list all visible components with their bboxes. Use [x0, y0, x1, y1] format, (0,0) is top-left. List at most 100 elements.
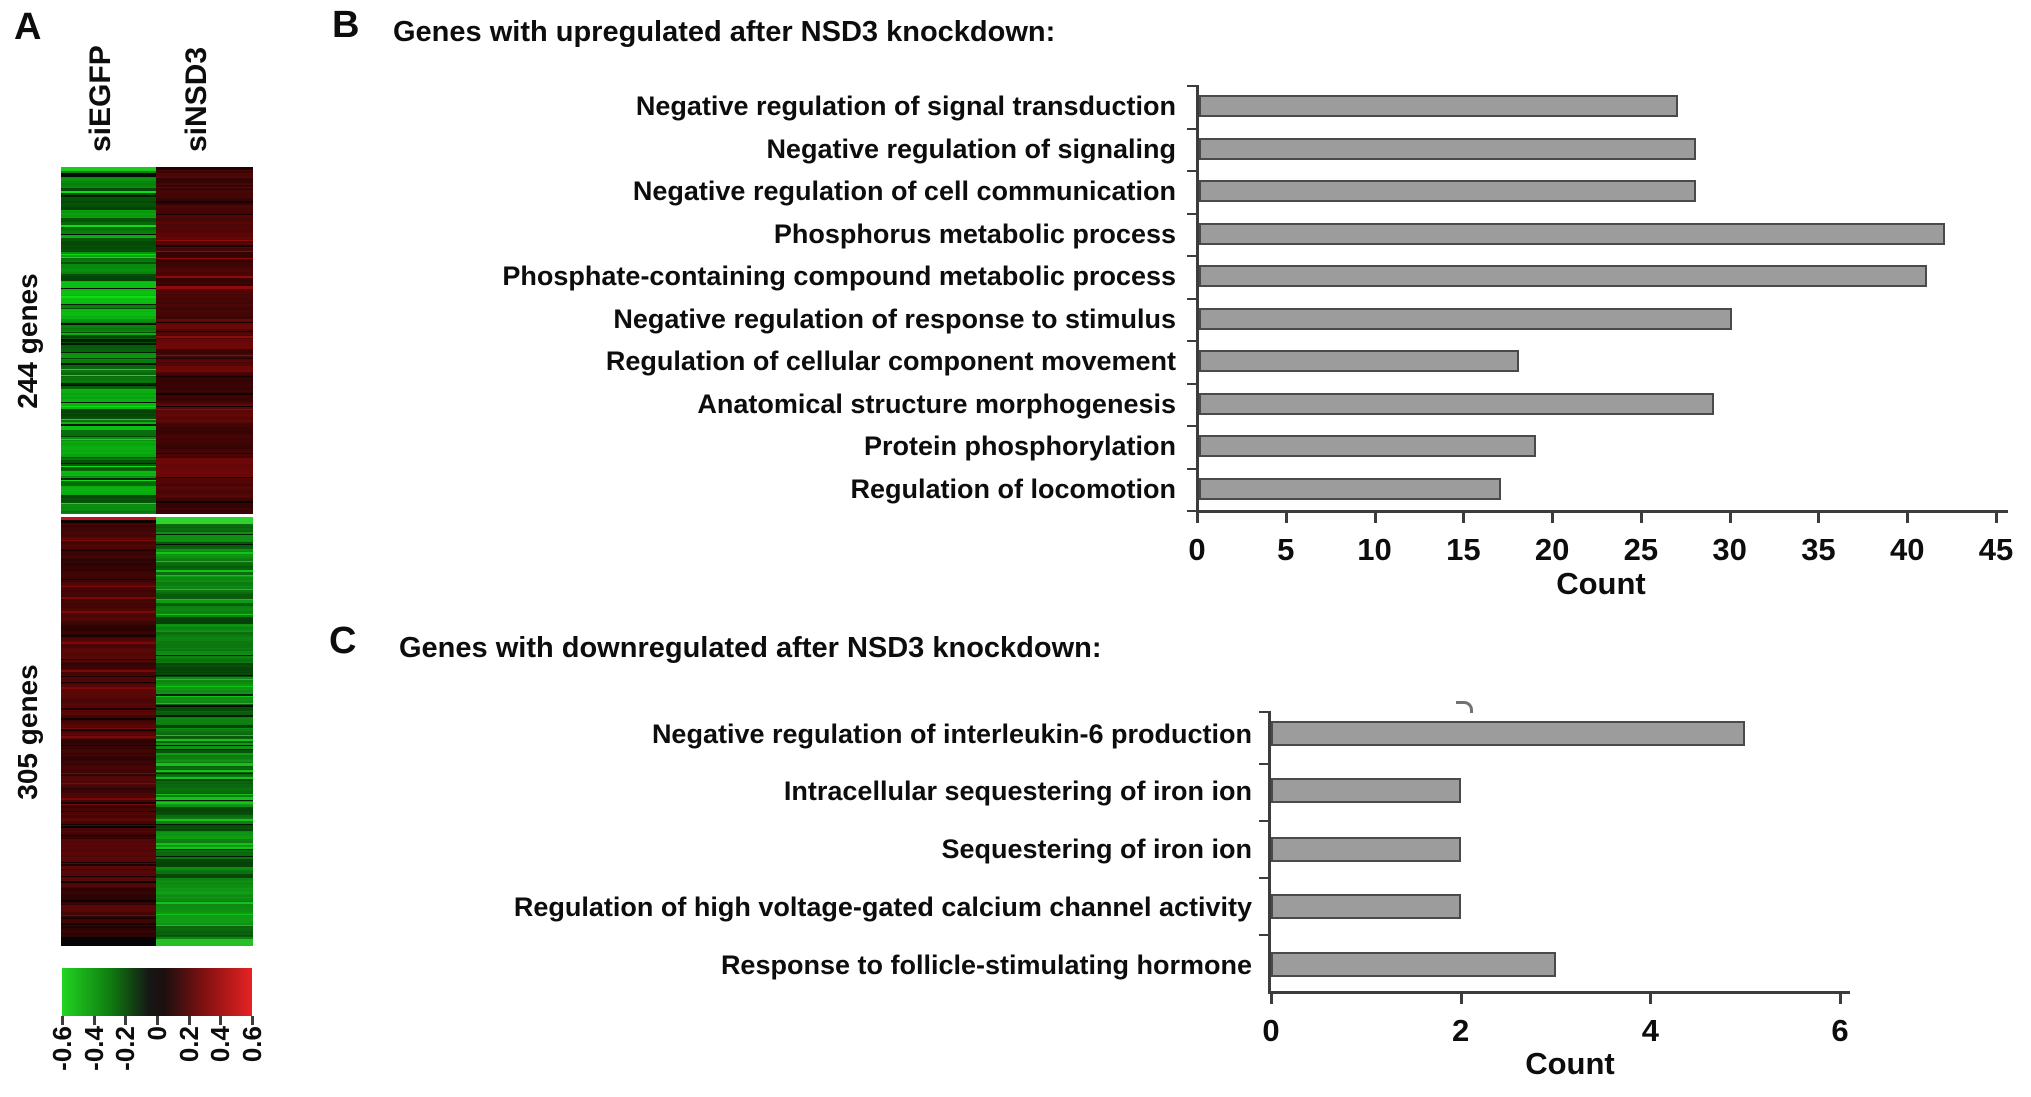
x-axis-line	[1196, 510, 2008, 513]
heatmap-row	[156, 905, 253, 907]
heatmap-row	[61, 242, 156, 244]
heatmap-row	[61, 238, 156, 240]
heatmap-row	[61, 621, 156, 623]
heatmap-row	[156, 486, 253, 489]
heatmap-row	[61, 628, 156, 630]
heatmap-row	[156, 730, 253, 733]
heatmap-row	[156, 474, 253, 476]
heatmap-row	[61, 532, 156, 534]
heatmap-row	[61, 472, 156, 475]
heatmap-row	[61, 940, 156, 942]
heatmap-row	[156, 774, 253, 776]
heatmap-row	[61, 841, 156, 844]
heatmap-row	[61, 847, 156, 849]
heatmap-row	[61, 910, 156, 913]
heatmap-row	[61, 867, 156, 869]
heatmap-row	[156, 269, 253, 271]
heatmap-row	[156, 330, 253, 332]
x-axis-tick	[1728, 513, 1732, 523]
heatmap-row	[156, 418, 253, 421]
heatmap-row	[156, 590, 253, 592]
heatmap-row	[61, 339, 156, 341]
heatmap-row	[156, 481, 253, 483]
heatmap-row	[156, 398, 253, 401]
heatmap-row	[61, 646, 156, 648]
heatmap-row	[61, 764, 156, 766]
heatmap-row	[156, 543, 253, 546]
heatmap-row	[61, 495, 156, 497]
heatmap-row	[156, 622, 253, 624]
heatmap-row	[156, 787, 253, 789]
heatmap-row	[61, 812, 156, 814]
heatmap-row	[61, 209, 156, 212]
heatmap-row	[156, 772, 253, 775]
heatmap-row	[156, 521, 253, 523]
heatmap-row	[156, 293, 253, 295]
heatmap-row	[156, 699, 253, 702]
heatmap-row	[156, 726, 253, 728]
heatmap-row	[61, 323, 156, 325]
heatmap-row	[61, 692, 156, 695]
heatmap-row	[61, 430, 156, 432]
bar	[1271, 721, 1745, 746]
heatmap-row	[61, 410, 156, 412]
heatmap-row	[61, 729, 156, 731]
heatmap-row	[156, 760, 253, 762]
heatmap-row	[61, 549, 156, 551]
y-axis-tick	[1187, 85, 1196, 87]
heatmap-row	[61, 380, 156, 382]
heatmap-row	[61, 566, 156, 568]
heatmap-row	[156, 387, 253, 389]
heatmap-row	[156, 910, 253, 913]
heatmap-row	[61, 297, 156, 300]
colorbar-tick-label: 0.6	[237, 1026, 267, 1063]
heatmap-row	[156, 933, 253, 935]
heatmap-row	[156, 501, 253, 503]
heatmap-row	[156, 779, 253, 782]
heatmap-row	[156, 923, 253, 925]
bar-category-label: Intracellular sequestering of iron ion	[783, 775, 1252, 806]
heatmap-row	[156, 350, 253, 352]
heatmap-row	[61, 511, 156, 513]
heatmap-row	[61, 226, 156, 229]
heatmap-row	[156, 830, 253, 832]
heatmap-row	[61, 794, 156, 796]
heatmap-row	[61, 320, 156, 322]
heatmap-row	[61, 273, 156, 276]
bar-category-label: Response to follicle-stimulating hormone	[720, 949, 1252, 980]
heatmap-row	[156, 458, 253, 460]
heatmap-row	[61, 848, 156, 851]
heatmap-row	[61, 172, 156, 175]
heatmap-row	[156, 673, 253, 675]
heatmap-row	[61, 269, 156, 271]
heatmap-row	[61, 327, 156, 330]
heatmap-row	[61, 233, 156, 236]
heatmap-row	[156, 215, 253, 217]
heatmap-row	[61, 175, 156, 177]
heatmap-row	[61, 405, 156, 408]
heatmap-row	[61, 331, 156, 334]
heatmap-row	[156, 545, 253, 547]
x-axis-tick	[1906, 513, 1910, 523]
heatmap-row	[61, 248, 156, 250]
heatmap-row	[156, 862, 253, 865]
bar-category-label: Regulation of cellular component movemen…	[605, 346, 1176, 377]
heatmap-row	[156, 508, 253, 510]
heatmap-row	[156, 331, 253, 334]
heatmap-row	[61, 201, 156, 203]
heatmap-row	[156, 252, 253, 254]
heatmap-row	[61, 823, 156, 825]
heatmap-row	[156, 495, 253, 497]
y-axis-tick	[1187, 510, 1196, 512]
heatmap-row	[156, 623, 253, 626]
x-axis-tick	[1839, 994, 1842, 1004]
heatmap-row	[61, 796, 156, 799]
heatmap-row	[156, 285, 253, 287]
heatmap-row	[156, 902, 253, 904]
heatmap-row	[156, 238, 253, 240]
bar-category-label: Negative regulation of interleukin-6 pro…	[651, 718, 1252, 749]
heatmap-row	[156, 698, 253, 700]
heatmap-row	[61, 663, 156, 665]
heatmap-row	[61, 388, 156, 391]
heatmap-row	[156, 660, 253, 662]
